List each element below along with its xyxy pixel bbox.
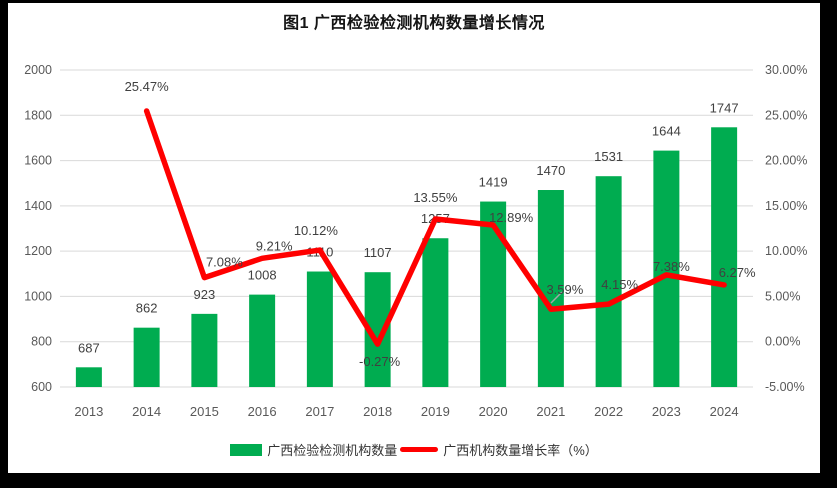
x-axis-label: 2020: [479, 404, 508, 419]
chart-canvas: 图1 广西检验检测机构数量增长情况 600 -5.00% 800 0.00% 1000 5…: [8, 3, 820, 473]
right-axis-tick: -5.00%: [765, 380, 805, 394]
bar-label: 1747: [710, 100, 739, 115]
bar: [653, 150, 680, 387]
x-axis-label: 2015: [190, 404, 219, 419]
bar-series-swatch: [230, 443, 263, 456]
bar: [249, 294, 276, 387]
left-axis-tick: 1000: [24, 289, 52, 303]
line-label: 7.08%: [206, 255, 243, 270]
x-axis-label: 2024: [710, 404, 739, 419]
plot-area: 600 -5.00% 800 0.00% 1000 5.00% 1200 10.00% 1400…: [24, 63, 807, 419]
right-axis-tick: 25.00%: [765, 108, 807, 122]
x-axis-label: 2019: [421, 404, 450, 419]
bar: [711, 127, 738, 387]
right-axis-tick: 30.00%: [765, 63, 807, 77]
legend-item-bars: 广西检验检测机构数量: [230, 440, 397, 459]
bar-label: 1419: [479, 175, 508, 190]
legend-label-bars: 广西检验检测机构数量: [267, 443, 398, 458]
bar-label: 1644: [652, 124, 681, 139]
left-axis-tick: 800: [31, 335, 52, 349]
x-axis-label: 2023: [652, 404, 681, 419]
bar-label: 862: [136, 301, 158, 316]
right-axis-tick: 5.00%: [765, 289, 800, 303]
legend-item-line: 广西机构数量增长率（%）: [400, 440, 598, 459]
line-label: 6.27%: [719, 265, 756, 280]
x-axis-label: 2022: [594, 404, 623, 419]
line-label: 10.12%: [294, 223, 339, 238]
line-label: 25.47%: [125, 79, 170, 94]
left-axis-tick: 2000: [24, 63, 52, 77]
x-axis-label: 2016: [248, 404, 277, 419]
bar-label: 1107: [364, 245, 392, 260]
growth-line: [143, 108, 727, 347]
left-axis-tick: 600: [31, 380, 52, 394]
right-axis-tick: 0.00%: [765, 335, 800, 349]
bar: [422, 238, 449, 387]
bar-label: 1470: [536, 163, 565, 178]
left-axis-tick: 1800: [24, 108, 52, 122]
line-label: 12.89%: [489, 210, 534, 225]
line-label: 9.21%: [256, 238, 293, 253]
legend-label-line: 广西机构数量增长率（%）: [443, 443, 598, 458]
legend: 广西检验检测机构数量 广西机构数量增长率（%）: [8, 440, 820, 459]
line-label: -0.27%: [359, 354, 401, 369]
bar: [595, 176, 622, 387]
line-label: 13.55%: [413, 190, 458, 205]
line-series-swatch: [400, 447, 439, 452]
bar: [537, 190, 564, 387]
x-axis-label: 2021: [536, 404, 565, 419]
line-label: 4.15%: [601, 277, 638, 292]
line-label: 7.38%: [653, 259, 690, 274]
bar: [133, 327, 160, 387]
left-axis-tick: 1200: [24, 244, 52, 258]
bar-label: 1531: [594, 149, 623, 164]
left-axis-tick: 1400: [24, 199, 52, 213]
bar: [306, 271, 333, 387]
chart-title: 图1 广西检验检测机构数量增长情况: [283, 15, 545, 32]
bar-label: 923: [194, 287, 216, 302]
bar: [480, 201, 507, 387]
line-label: 3.59%: [546, 282, 583, 297]
x-axis-label: 2013: [74, 404, 103, 419]
bar: [75, 367, 102, 387]
left-axis-tick: 1600: [24, 154, 52, 168]
right-axis-tick: 10.00%: [765, 244, 807, 258]
x-axis-label: 2017: [305, 404, 334, 419]
bar: [191, 313, 218, 387]
bar-label: 687: [78, 340, 100, 355]
x-axis-label: 2014: [132, 404, 161, 419]
right-axis-tick: 15.00%: [765, 199, 807, 213]
x-axis-label: 2018: [363, 404, 392, 419]
bar-label: 1008: [248, 268, 277, 283]
right-axis-tick: 20.00%: [765, 154, 807, 168]
label-leader-line: [550, 291, 563, 304]
